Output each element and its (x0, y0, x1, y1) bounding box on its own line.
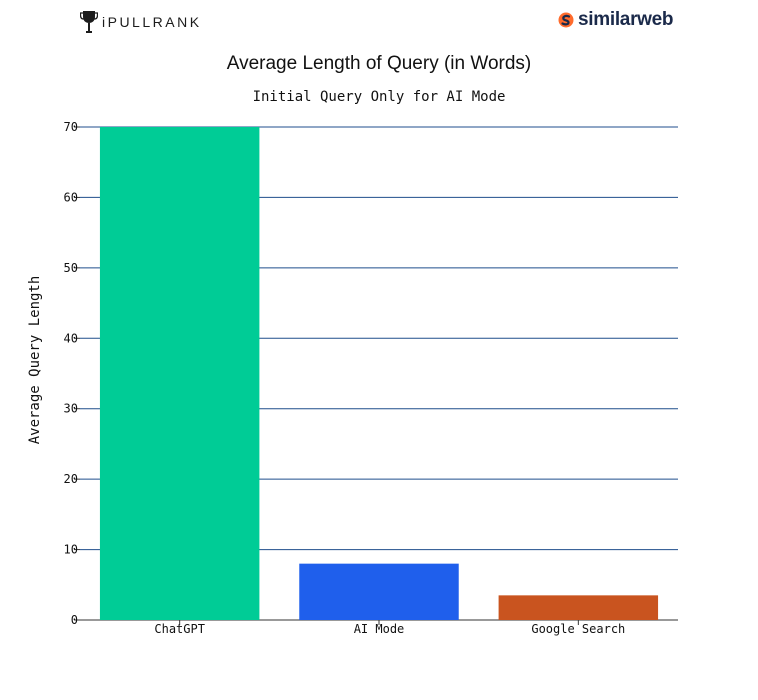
bar-ai-mode (299, 563, 459, 620)
y-tick-label: 0 (71, 613, 78, 627)
y-tick-label: 20 (64, 472, 78, 486)
similarweb-mark-icon (558, 12, 574, 28)
chart-title: Average Length of Query (in Words) (227, 53, 532, 74)
ipullrank-wordmark: iPULLRANK (102, 14, 202, 30)
y-tick-label: 30 (64, 402, 78, 416)
bar-google-search (498, 595, 659, 620)
y-tick-label: 10 (64, 543, 78, 557)
ipullrank-logo: iPULLRANK (80, 10, 202, 34)
y-tick-label: 60 (64, 190, 78, 204)
y-tick-label: 40 (64, 331, 78, 345)
chart-subtitle: Initial Query Only for AI Mode (253, 89, 506, 105)
similarweb-logo: similarweb (558, 9, 674, 31)
y-tick-label: 70 (64, 120, 78, 134)
x-tick-label: AI Mode (354, 622, 405, 636)
x-tick-label: ChatGPT (154, 622, 205, 636)
x-tick-label: Google Search (531, 622, 625, 636)
y-tick-label: 50 (64, 261, 78, 275)
trophy-icon (80, 11, 98, 33)
similarweb-wordmark: similarweb (578, 9, 674, 30)
y-axis-label: Average Query Length (27, 276, 43, 445)
bar-chatgpt (99, 127, 260, 620)
